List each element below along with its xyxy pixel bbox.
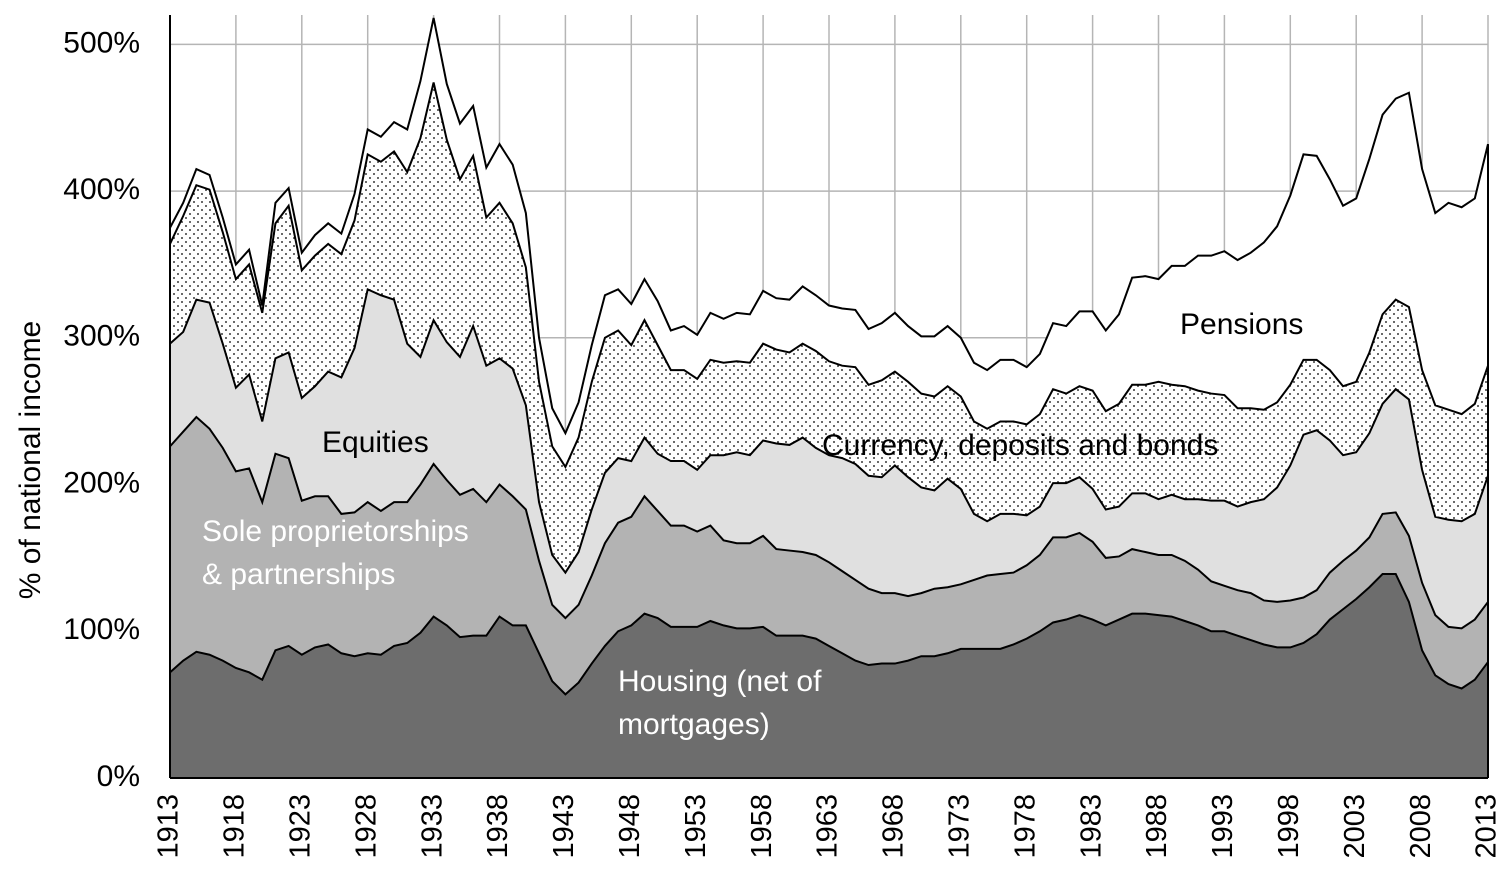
area-line <box>169 287 1489 575</box>
series-label: Equities <box>322 426 429 459</box>
y-tick-label: 100% <box>63 613 140 646</box>
x-tick-label: 1973 <box>943 794 975 859</box>
x-tick-label: 1978 <box>1009 794 1041 859</box>
series-label: Currency, deposits and bonds <box>822 429 1219 462</box>
y-tick-label: 0% <box>97 760 140 793</box>
area-fill <box>170 574 1488 778</box>
x-tick-label: 1933 <box>416 794 448 859</box>
x-tick-label: 2003 <box>1339 794 1371 859</box>
x-tick-label: 1948 <box>614 794 646 859</box>
area-line <box>169 17 1489 436</box>
series-label: Sole proprietorships & partnerships <box>202 515 469 591</box>
y-tick-label: 500% <box>63 26 140 59</box>
area-line <box>169 82 1489 470</box>
x-tick-label: 2013 <box>1471 794 1503 859</box>
x-tick-label: 1998 <box>1273 794 1305 859</box>
x-tick-label: 1983 <box>1075 794 1107 859</box>
area-fill <box>170 82 1488 573</box>
y-tick-label: 200% <box>63 466 140 499</box>
x-tick-label: 1913 <box>153 794 185 859</box>
x-tick-label: 1953 <box>680 794 712 859</box>
area-line <box>169 415 1489 630</box>
x-tick-label: 1993 <box>1207 794 1239 859</box>
x-tick-label: 1963 <box>812 794 844 859</box>
series-label: Housing (net of mortgages) <box>618 665 822 741</box>
x-tick-label: 1988 <box>1141 794 1173 859</box>
x-tick-label: 1928 <box>350 794 382 859</box>
area-fill <box>170 17 1488 467</box>
x-tick-label: 1923 <box>284 794 316 859</box>
area-line <box>169 573 1489 696</box>
x-tick-label: 2008 <box>1405 794 1437 859</box>
area-fill <box>170 289 1488 629</box>
y-axis-title: % of national income <box>14 321 47 600</box>
x-tick-label: 1968 <box>878 794 910 859</box>
x-tick-label: 1918 <box>219 794 251 859</box>
series-label: Pensions <box>1180 308 1304 341</box>
y-tick-label: 300% <box>63 320 140 353</box>
x-tick-label: 1958 <box>746 794 778 859</box>
x-tick-label: 1943 <box>548 794 580 859</box>
x-tick-label: 1938 <box>482 794 514 859</box>
y-tick-label: 400% <box>63 173 140 206</box>
area-fill <box>170 417 1488 695</box>
